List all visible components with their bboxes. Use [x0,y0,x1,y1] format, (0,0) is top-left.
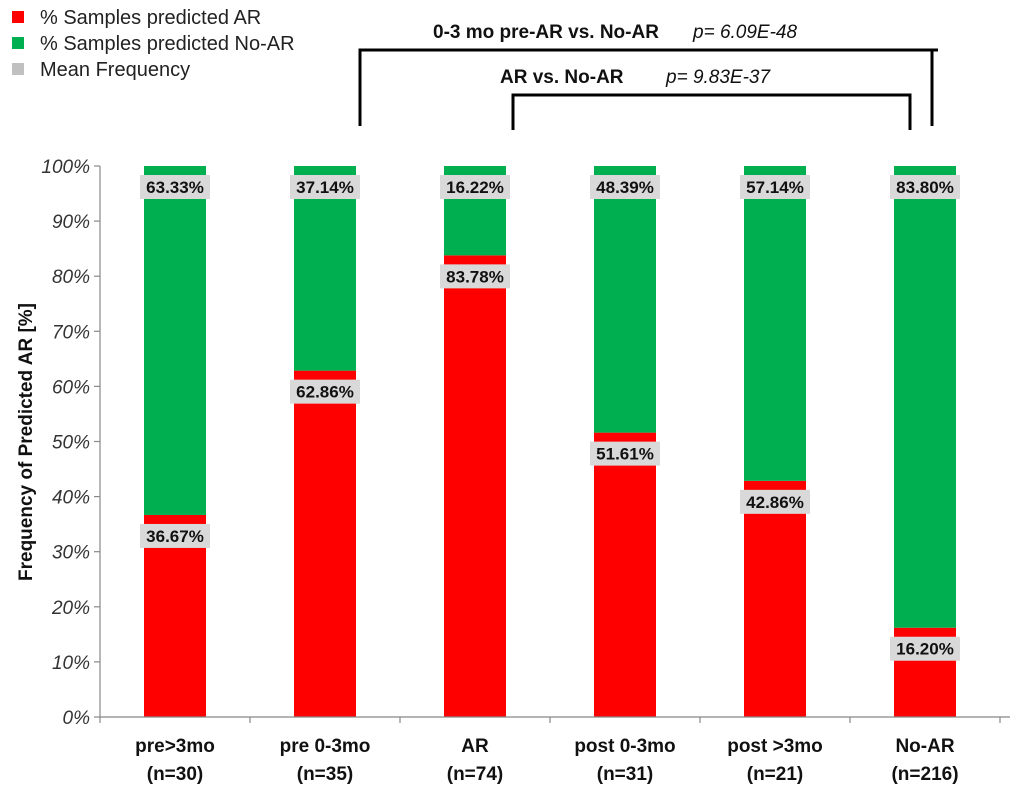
y-tick-label: 50% [52,433,90,454]
y-tick-label: 60% [52,377,90,398]
x-tick-sublabel: (n=31) [597,764,654,785]
data-label-ar-box [890,636,960,661]
y-tick-label: 40% [52,488,90,509]
data-label-no-ar-box [740,175,810,199]
bar-segment-no-ar [594,166,656,433]
data-label-no-ar: 37.14% [296,178,354,197]
legend-label: Mean Frequency [40,59,190,81]
x-tick-sublabel: (n=21) [747,764,804,785]
data-label-no-ar: 63.33% [146,178,204,197]
y-tick-label: 90% [52,212,90,233]
y-tick-label: 0% [63,708,91,729]
data-label-ar: 42.86% [746,493,804,512]
data-label-no-ar-box [590,175,660,199]
x-tick-label: No-AR [895,736,954,757]
comparison-p-value: p= 9.83E-37 [665,67,771,88]
data-label-ar: 16.20% [896,640,954,659]
data-label-no-ar: 57.14% [746,178,804,197]
data-label-ar-box [440,264,510,289]
data-label-ar-box [740,489,810,514]
data-label-no-ar-box [290,175,360,199]
data-label-ar-box [140,523,210,548]
x-tick-label: post >3mo [727,736,823,757]
bar-segment-ar [144,514,206,717]
x-tick-sublabel: (n=216) [891,764,958,785]
data-label-ar-box [290,379,360,404]
data-label-no-ar: 48.39% [596,178,654,197]
legend-label: % Samples predicted AR [40,7,261,29]
y-tick-label: 70% [52,322,90,343]
data-label-ar: 36.67% [146,527,204,546]
comparison-bracket [511,93,912,130]
legend-label: % Samples predicted No-AR [40,33,295,55]
legend-swatch [12,63,24,75]
comparison-brackets: 0-3 mo pre-AR vs. No-AR p= 6.09E-48 AR vs.… [358,22,938,130]
y-tick-label: 30% [52,543,90,564]
y-axis: 0% 10% 20% 30% 40% 50% 60% 70% 80% 90% 100% [41,157,101,729]
legend-swatch [12,11,24,23]
data-label-ar-box [590,441,660,466]
legend: % Samples predicted AR % Samples predicte… [12,7,295,81]
legend-swatch [12,37,24,49]
comparison-p-value: p= 6.09E-48 [692,22,797,43]
x-tick-sublabel: (n=35) [297,764,354,785]
x-tick-sublabel: (n=74) [447,764,504,785]
x-tick-label: AR [461,736,489,757]
data-label-ar: 62.86% [296,383,354,402]
y-tick-label: 80% [52,267,90,288]
data-label-no-ar-box [890,175,960,199]
bar-segment-ar [594,432,656,717]
bars: 63.33% 36.67% 37.14% 62.86% 16.22% 83.78% 48.3… [140,166,960,717]
data-label-ar: 51.61% [596,445,654,464]
bar-segment-no-ar [894,166,956,628]
x-tick-label: pre 0-3mo [280,736,371,757]
y-tick-label: 20% [51,598,90,619]
data-label-no-ar: 83.80% [896,178,954,197]
bar-segment-no-ar [144,166,206,515]
comparison-label: AR vs. No-AR [500,67,624,88]
x-tick-sublabel: (n=30) [147,764,204,785]
x-axis: pre>3mo (n=30) pre 0-3mo (n=35) AR (n=74) post… [99,716,1010,785]
comparison-bracket [358,48,934,126]
bar-segment-ar [444,255,506,717]
y-axis-label: Frequency of Predicted AR [%] [16,303,37,581]
comparison-label: 0-3 mo pre-AR vs. No-AR [433,22,659,43]
bar-segment-ar [294,370,356,717]
bar-segment-ar [744,480,806,717]
x-tick-label: pre>3mo [135,736,215,757]
data-label-no-ar-box [140,175,210,199]
data-label-ar: 83.78% [446,267,504,286]
x-tick-label: post 0-3mo [574,736,675,757]
y-tick-label: 100% [41,157,90,178]
bar-segment-no-ar [294,166,356,371]
y-tick-label: 10% [52,653,90,674]
data-label-no-ar-box [440,175,510,199]
bar-segment-no-ar [744,166,806,481]
data-label-no-ar: 16.22% [446,178,504,197]
